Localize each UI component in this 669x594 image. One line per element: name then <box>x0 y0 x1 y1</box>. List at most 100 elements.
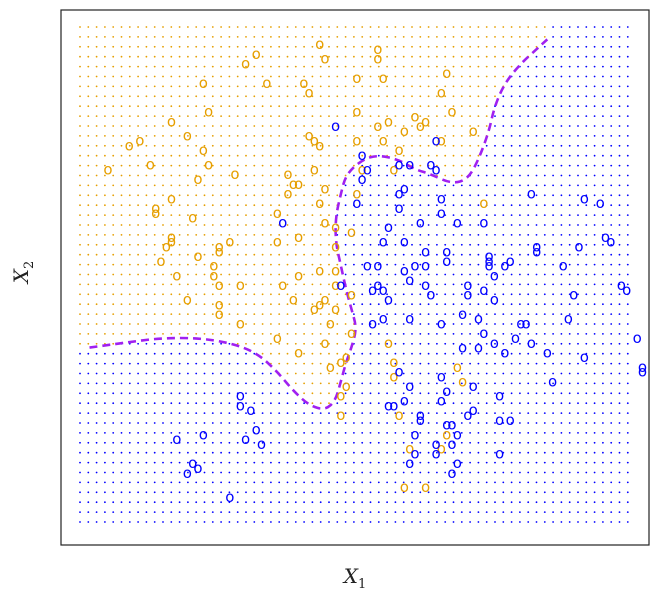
grid-dot <box>303 303 305 306</box>
point-blue: o <box>447 464 456 482</box>
grid-dot <box>153 481 156 484</box>
point-orange: o <box>236 276 245 294</box>
grid-dot <box>245 95 247 98</box>
grid-dot <box>485 224 488 226</box>
grid-dot <box>560 481 563 484</box>
grid-dot <box>419 333 422 335</box>
grid-dot <box>427 135 430 137</box>
grid-dot <box>286 184 289 187</box>
grid-dot <box>610 95 613 98</box>
grid-dot <box>353 55 355 58</box>
grid-dot <box>270 194 272 197</box>
grid-dot <box>128 441 131 444</box>
grid-dot <box>485 55 488 58</box>
grid-dot <box>361 154 364 157</box>
grid-dot <box>494 323 496 325</box>
grid-dot <box>228 135 231 137</box>
grid-dot <box>187 26 189 28</box>
grid-dot <box>170 174 173 177</box>
grid-dot <box>303 422 305 424</box>
grid-dot <box>436 491 438 494</box>
grid-dot <box>552 26 554 28</box>
grid-dot <box>112 461 115 464</box>
grid-dot <box>552 461 554 464</box>
grid-dot <box>494 55 496 58</box>
grid-dot <box>510 55 513 58</box>
grid-dot <box>311 323 314 325</box>
grid-dot <box>618 491 621 494</box>
grid-dot <box>585 372 588 375</box>
grid-dot <box>261 105 264 108</box>
grid-dot <box>203 144 206 147</box>
grid-dot <box>543 372 546 375</box>
grid-dot <box>377 45 380 48</box>
grid-dot <box>203 283 206 286</box>
grid-dot <box>460 501 463 504</box>
grid-dot <box>87 392 90 395</box>
grid-dot <box>303 273 305 276</box>
grid-dot <box>411 105 413 108</box>
grid-dot <box>170 451 173 454</box>
grid-dot <box>560 283 563 286</box>
grid-dot <box>444 333 447 335</box>
grid-dot <box>386 491 388 494</box>
grid-dot <box>137 55 140 58</box>
grid-dot <box>294 144 297 147</box>
grid-dot <box>419 194 422 197</box>
grid-dot <box>535 194 538 197</box>
grid-dot <box>444 243 447 246</box>
grid-dot <box>568 481 571 484</box>
grid-dot <box>336 422 339 424</box>
grid-dot <box>344 362 347 365</box>
grid-dot <box>336 174 339 177</box>
grid-dot <box>568 85 571 88</box>
grid-dot <box>394 491 397 494</box>
grid-dot <box>236 382 239 385</box>
point-orange: o <box>389 353 398 371</box>
grid-dot <box>411 342 413 345</box>
grid-dot <box>568 412 571 414</box>
grid-dot <box>270 144 272 147</box>
grid-dot <box>319 75 322 78</box>
grid-dot <box>104 412 106 414</box>
grid-dot <box>294 352 297 355</box>
grid-dot <box>361 234 364 236</box>
grid-dot <box>104 303 106 306</box>
grid-dot <box>502 125 505 127</box>
grid-dot <box>87 471 90 474</box>
grid-dot <box>162 105 164 108</box>
grid-dot <box>394 115 397 117</box>
point-orange: o <box>400 122 409 140</box>
grid-dot <box>452 174 455 177</box>
grid-dot <box>245 491 247 494</box>
grid-dot <box>427 263 430 266</box>
grid-dot <box>187 105 189 108</box>
grid-dot <box>585 461 588 464</box>
grid-dot <box>128 521 131 523</box>
grid-dot <box>602 115 604 117</box>
grid-dot <box>460 412 463 414</box>
grid-dot <box>460 45 463 48</box>
grid-dot <box>195 273 198 276</box>
grid-dot <box>328 194 330 197</box>
grid-dot <box>502 214 505 217</box>
grid-dot <box>294 342 297 345</box>
grid-dot <box>311 65 314 68</box>
grid-dot <box>87 174 90 177</box>
grid-dot <box>245 283 247 286</box>
grid-dot <box>294 45 297 48</box>
grid-dot <box>253 144 256 147</box>
grid-dot <box>618 115 621 117</box>
grid-dot <box>411 313 413 315</box>
grid-dot <box>535 253 538 256</box>
grid-dot <box>79 471 81 474</box>
grid-dot <box>112 362 115 365</box>
grid-dot <box>394 234 397 236</box>
grid-dot <box>95 194 98 197</box>
grid-dot <box>236 253 239 256</box>
grid-dot <box>228 45 231 48</box>
grid-dot <box>502 333 505 335</box>
grid-dot <box>436 204 438 207</box>
grid-dot <box>87 224 90 226</box>
grid-dot <box>195 135 198 137</box>
